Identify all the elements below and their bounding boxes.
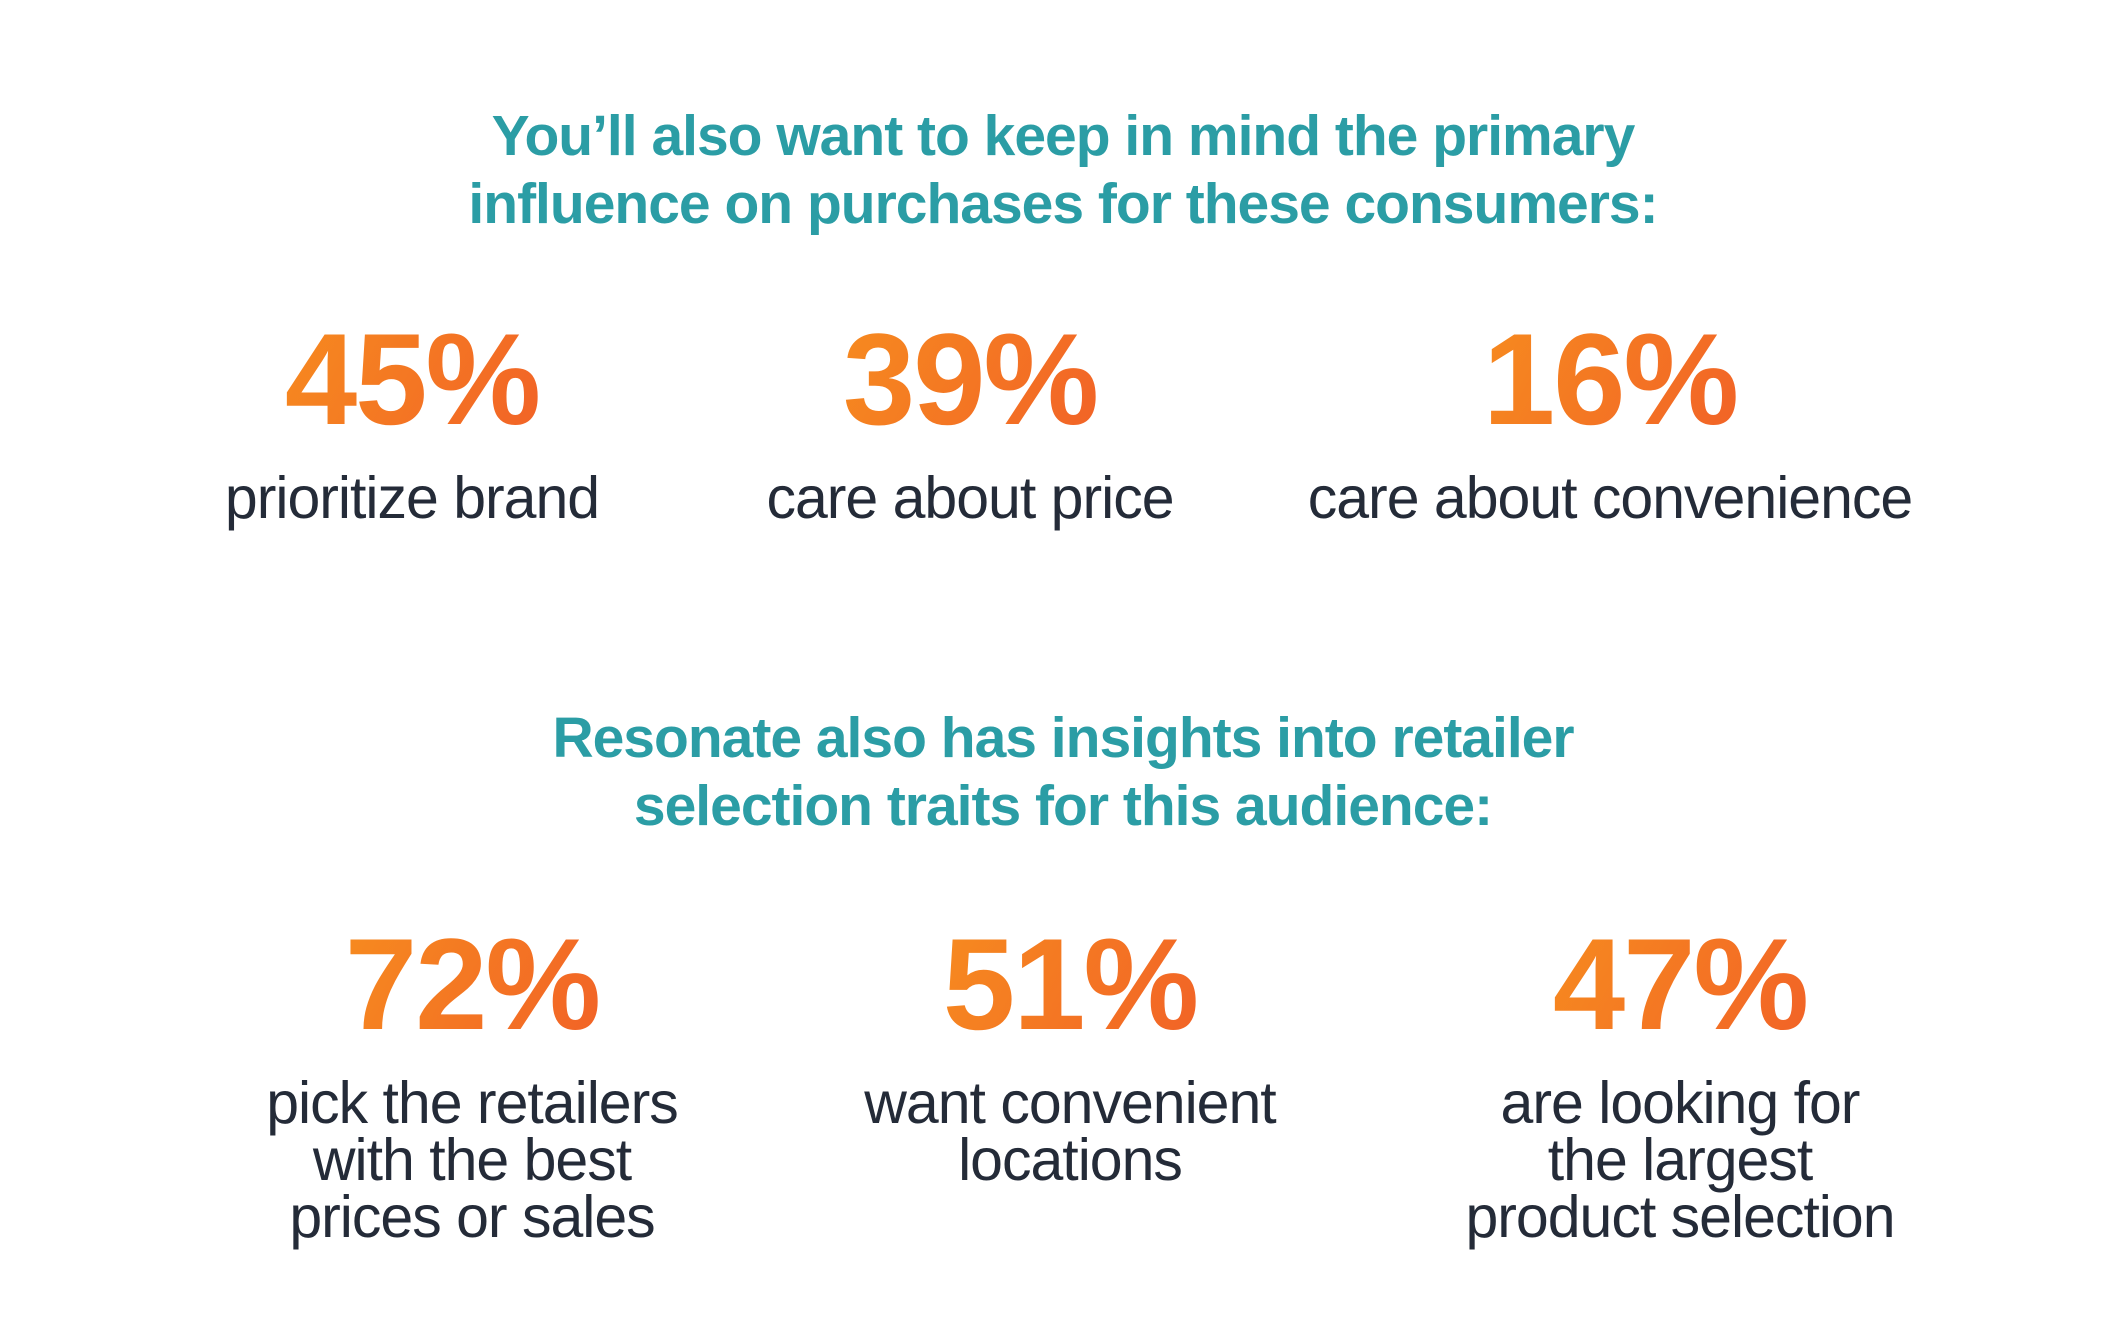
stat-value: 51% (750, 919, 1390, 1049)
stat-label: prioritize brand (224, 465, 600, 531)
stat-value: 72% (152, 919, 792, 1049)
section-2-heading: Resonate also has insights into retailer… (552, 706, 1574, 838)
stat-label: care about convenience (1307, 465, 1914, 531)
stat-prioritize-brand: 45% prioritize brand (92, 314, 732, 531)
stat-value: 47% (1360, 919, 2000, 1049)
stat-care-about-convenience: 16% care about convenience (1290, 314, 1930, 531)
section-1-heading: You’ll also want to keep in mind the pri… (468, 104, 1658, 236)
stat-care-about-price: 39% care about price (650, 314, 1290, 531)
stat-value: 39% (650, 314, 1290, 444)
stat-label: care about price (766, 465, 1174, 531)
stat-label: want convenient locations (864, 1070, 1276, 1193)
stat-best-prices-or-sales: 72% pick the retailers with the best pri… (152, 919, 792, 1250)
stat-value: 16% (1290, 314, 1930, 444)
stat-label: are looking for the largest product sele… (1465, 1070, 1895, 1250)
stat-largest-product-selection: 47% are looking for the largest product … (1360, 919, 2000, 1250)
stat-value: 45% (92, 314, 732, 444)
stat-label: pick the retailers with the best prices … (266, 1070, 679, 1250)
stat-convenient-locations: 51% want convenient locations (750, 919, 1390, 1193)
